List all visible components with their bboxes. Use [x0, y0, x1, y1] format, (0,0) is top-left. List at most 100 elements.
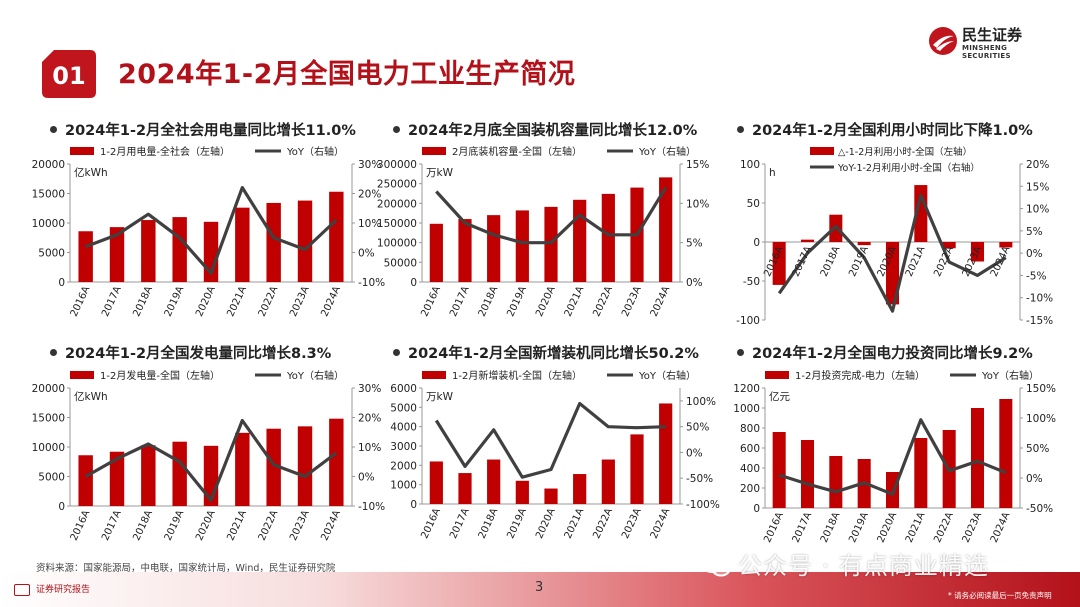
bar-2019A: [857, 242, 871, 246]
x-tick-label: 2020A: [876, 510, 900, 544]
x-tick-label: 2021A: [563, 506, 587, 540]
x-tick-label: 2020A: [534, 506, 558, 540]
legend-line-label: YoY（右轴）: [981, 369, 1039, 382]
x-tick-label: 2022A: [257, 284, 281, 318]
right-tick-label: 15%: [686, 159, 709, 171]
x-tick-label: 2020A: [194, 284, 218, 318]
x-tick-label: 2024A: [319, 284, 343, 318]
x-tick-label: 2016A: [69, 284, 93, 318]
chart-new-capacity: 1-2月新增装机-全国（左轴） YoY（右轴） 0 1000 2000 3000 4000 5…: [390, 369, 720, 541]
bar-2018A: [487, 215, 501, 282]
right-tick-label: 15%: [1026, 181, 1049, 193]
left-tick-label: -100: [736, 315, 760, 327]
legend-line-label: YoY（右轴）: [638, 145, 696, 158]
bar-2020A: [885, 242, 900, 305]
x-tick-label: 2020A: [194, 508, 218, 542]
left-tick-label: -50: [743, 276, 760, 288]
legend-bar-label: △-1-2月利用小时-全国（左轴）: [838, 146, 972, 158]
x-tick-label: 2021A: [563, 284, 587, 318]
left-tick-label: 100000: [377, 238, 417, 250]
left-tick-label: 800: [740, 423, 760, 435]
left-tick-label: 250000: [377, 179, 417, 191]
bar-2023A: [970, 408, 985, 508]
book-icon: [14, 583, 30, 596]
footer-left: 证券研究报告: [14, 582, 90, 596]
left-tick-label: 400: [740, 463, 760, 475]
x-tick-label: 2020A: [534, 284, 558, 318]
bar-2018A: [141, 220, 156, 282]
company-logo: 民生证券 MINSHENG SECURITIES: [928, 22, 1058, 62]
right-tick-label: -5%: [1026, 270, 1046, 282]
bar-2023A: [297, 200, 313, 282]
bullet-icon: [393, 125, 400, 133]
right-tick-label: -50%: [686, 473, 713, 485]
x-tick-label: 2017A: [791, 510, 815, 544]
x-tick-label: 2021A: [225, 508, 249, 542]
legend-bar-label: 2月底装机容量-全国（左轴）: [452, 145, 582, 158]
x-tick-label: 2022A: [257, 508, 281, 542]
page-number: 3: [535, 580, 544, 595]
right-tick-label: -15%: [1026, 315, 1053, 327]
chart-legend: 2月底装机容量-全国（左轴） YoY（右轴）: [422, 145, 696, 158]
x-tick-label: 2017A: [448, 284, 472, 318]
bullet-icon: [737, 348, 744, 356]
chart-legend: △-1-2月利用小时-全国（左轴） YoY-1-2月利用小时-全国（右轴）: [810, 146, 980, 174]
page-title: 2024年1-2月全国电力工业生产简况: [118, 59, 576, 90]
logo-text-cn: 民生证券: [962, 26, 1023, 44]
right-tick-label: 10%: [1026, 204, 1049, 216]
bar-2018A: [141, 445, 156, 506]
x-tick-label: 2022A: [932, 510, 956, 544]
left-tick-label: 50: [747, 198, 760, 210]
bar-2017A: [800, 440, 815, 508]
right-tick-label: 0%: [358, 472, 375, 484]
right-tick-label: 0%: [358, 248, 375, 260]
bullet-icon: [393, 348, 400, 356]
x-tick-label: 2024A: [319, 508, 343, 542]
right-tick-label: 0%: [1026, 248, 1043, 260]
left-tick-label: 1200: [733, 383, 760, 395]
x-tick-label: 2019A: [163, 508, 187, 542]
legend-bar-label: 1-2月投资完成-电力（左轴）: [795, 369, 925, 382]
legend-bar-swatch: [765, 371, 789, 379]
chart-generation: 1-2月发电量-全国（左轴） YoY（右轴） 0 5000 10000 15000 2000…: [32, 369, 386, 543]
chart-legend: 1-2月用电量-全社会（左轴） YoY（右轴）: [70, 145, 344, 158]
legend-line-label: YoY（右轴）: [286, 369, 344, 382]
right-tick-label: 5%: [1026, 226, 1043, 238]
logo-mark-icon: [929, 27, 957, 55]
right-tick-label: 100%: [1026, 413, 1056, 425]
x-tick-label: 2018A: [477, 284, 501, 318]
bar-2022A: [601, 459, 615, 504]
bar-series: [429, 177, 673, 282]
bullet-icon: [50, 348, 57, 356]
panel-title-investment: 2024年1-2月全国电力投资同比增长9.2%: [737, 342, 1033, 363]
unit-label: 万kW: [426, 391, 454, 403]
bar-2016A: [772, 242, 786, 285]
x-tick-label: 2022A: [591, 284, 615, 318]
legend-bar-swatch: [70, 371, 94, 379]
bar-2016A: [78, 231, 93, 282]
left-tick-label: 5000: [38, 248, 65, 260]
right-tick-label: 50%: [1026, 443, 1049, 455]
panel-title-new-capacity: 2024年1-2月全国新增装机同比增长50.2%: [393, 342, 699, 363]
bar-2020A: [544, 206, 558, 282]
bar-2024A: [999, 242, 1013, 248]
x-tick-label: 2018A: [131, 284, 155, 318]
unit-label: 亿kWh: [74, 390, 108, 403]
x-tick-label: 2016A: [69, 508, 93, 542]
watermark: 公众号 · 有点商业精选: [700, 546, 989, 581]
bar-2021A: [235, 207, 250, 282]
x-tick-label: 2019A: [163, 284, 187, 318]
bar-2021A: [573, 199, 587, 282]
x-tick-label: 2024A: [989, 510, 1013, 544]
legend-line-label: YoY-1-2月利用小时-全国（右轴）: [837, 162, 980, 174]
x-tick-label: 2016A: [419, 284, 443, 318]
x-tick-label: 2018A: [477, 506, 501, 540]
bar-series: [78, 191, 344, 282]
x-tick-label: 2023A: [961, 510, 985, 544]
panel-title-consumption: 2024年1-2月全社会用电量同比增长11.0%: [50, 119, 356, 140]
right-tick-label: -10%: [1026, 293, 1053, 305]
right-tick-label: 0%: [686, 277, 703, 289]
right-tick-label: 150%: [1026, 383, 1056, 395]
x-tick-label: 2019A: [505, 506, 529, 540]
